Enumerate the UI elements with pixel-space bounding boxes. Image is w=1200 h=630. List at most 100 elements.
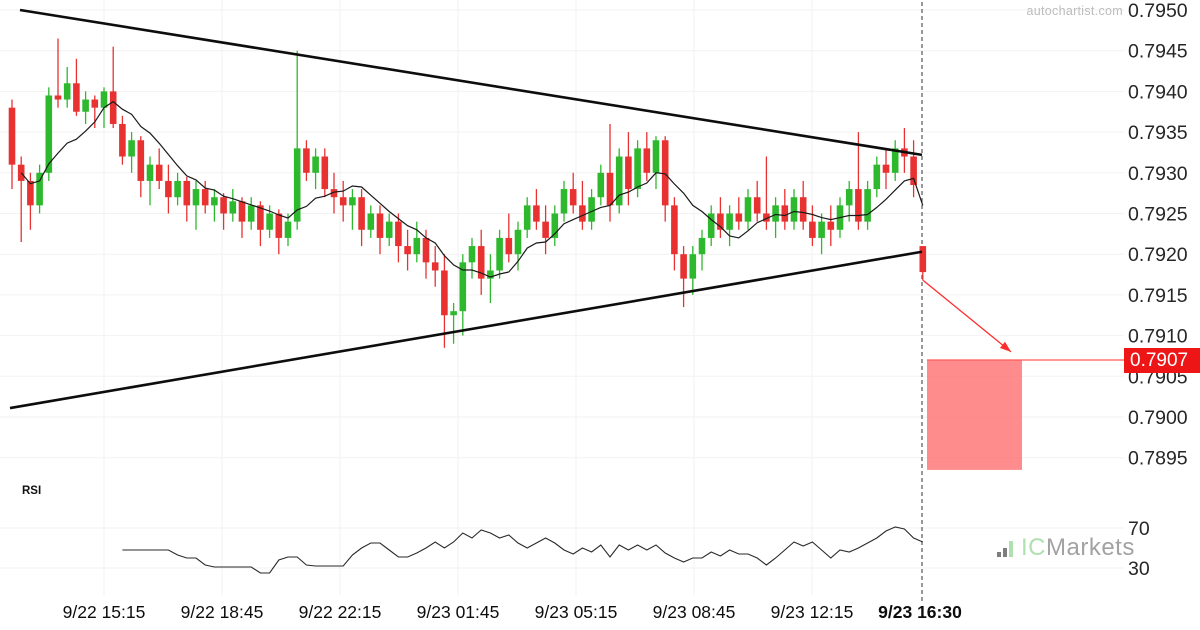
time-tick-label: 9/23 16:30	[878, 602, 962, 622]
candle-body	[735, 213, 743, 222]
candle-body	[8, 107, 16, 165]
candle-body	[588, 197, 595, 222]
price-tick-label: 0.7950	[1128, 0, 1188, 22]
moving-average-line	[20, 100, 924, 278]
candle-body	[349, 197, 356, 206]
candle-body	[809, 221, 816, 238]
candle-body	[431, 262, 439, 271]
candle-body	[192, 189, 200, 206]
candle-body	[845, 189, 853, 206]
candle-body	[82, 99, 89, 112]
candle-body	[523, 205, 531, 230]
rsi-pane-label: RSI	[22, 485, 42, 497]
time-tick-label: 9/23 05:15	[535, 602, 618, 622]
candle-body	[606, 172, 614, 206]
price-tick-label: 0.7915	[1128, 285, 1188, 307]
candle-body	[220, 197, 227, 214]
candle-body	[450, 311, 457, 316]
candle-body	[385, 221, 393, 238]
candle-body	[45, 95, 53, 173]
candle-body	[799, 197, 807, 222]
price-tick-label: 0.7910	[1128, 326, 1188, 348]
candle-body	[597, 172, 605, 198]
time-tick-label: 9/23 01:45	[417, 602, 500, 622]
candle-body	[873, 164, 881, 190]
candle-body	[146, 164, 154, 181]
candle-body	[404, 246, 411, 255]
candle-body	[790, 197, 798, 222]
icmarkets-bars-icon	[997, 541, 1013, 557]
candle-body	[487, 270, 494, 279]
candle-body	[671, 205, 678, 255]
candle-body	[128, 140, 135, 157]
candle-body	[910, 156, 917, 186]
candle-body	[726, 213, 733, 230]
forecast-target-zone	[927, 360, 1022, 470]
candle-body	[229, 201, 237, 214]
watermark-text: autochartist.com	[1026, 4, 1123, 18]
candle-body	[477, 246, 485, 279]
candle-body	[560, 189, 568, 214]
time-tick-label: 9/23 08:45	[653, 602, 736, 622]
candle-body	[579, 205, 586, 222]
candle-body	[275, 213, 283, 238]
candle-body	[36, 172, 43, 206]
candle-body	[689, 254, 697, 279]
candle-body	[514, 229, 522, 255]
candle-body	[312, 156, 319, 173]
candle-body	[569, 189, 577, 206]
candle-body	[339, 197, 347, 206]
candle-body	[468, 246, 476, 263]
candle-body	[376, 213, 384, 238]
candle-body	[137, 140, 145, 181]
candle-body	[827, 221, 835, 230]
rsi-tick-label: 70	[1128, 518, 1150, 540]
candle-body	[772, 205, 779, 222]
candle-body	[919, 246, 927, 273]
candle-body	[652, 140, 660, 173]
candle-body	[763, 213, 770, 222]
price-tick-label: 0.7925	[1128, 204, 1188, 226]
candle-body	[91, 99, 99, 108]
candle-body	[864, 189, 871, 222]
candle-body	[238, 201, 246, 222]
price-tick-label: 0.7935	[1128, 122, 1188, 144]
candle-body	[551, 213, 559, 238]
rsi-line	[122, 526, 924, 574]
candle-body	[183, 180, 191, 206]
candle-body	[680, 254, 687, 279]
candle-body	[27, 180, 34, 206]
candle-body	[625, 156, 632, 190]
candle-body	[744, 197, 752, 222]
candle-body	[882, 164, 890, 173]
candle-body	[165, 180, 172, 198]
icmarkets-logo: IC Markets	[996, 534, 1135, 562]
candle-body	[100, 91, 108, 108]
candle-body	[643, 148, 651, 173]
candle-body	[533, 205, 540, 222]
icmarkets-logo-markets: Markets	[1046, 534, 1135, 561]
candle-body	[321, 156, 329, 190]
candle-body	[505, 237, 513, 255]
price-tick-label: 0.7895	[1128, 448, 1188, 470]
candle-body	[496, 237, 503, 271]
time-tick-label: 9/22 15:15	[63, 602, 146, 622]
candle-body	[54, 95, 62, 100]
candle-body	[891, 148, 899, 173]
candle-body	[367, 213, 375, 230]
candle-body	[661, 140, 669, 206]
candle-body	[174, 180, 181, 198]
candle-body	[422, 237, 430, 263]
candle-body	[119, 123, 126, 157]
rsi-tick-label: 30	[1128, 558, 1150, 580]
price-tick-label: 0.7900	[1128, 407, 1188, 429]
candle-body	[459, 262, 467, 312]
candle-body	[247, 205, 255, 222]
candle-body	[413, 237, 421, 255]
icmarkets-logo-ic: IC	[1021, 534, 1046, 561]
candle-body	[201, 189, 209, 206]
price-tick-label: 0.7945	[1128, 41, 1188, 63]
candle-body	[293, 148, 301, 222]
price-tick-label: 0.7930	[1128, 163, 1188, 185]
